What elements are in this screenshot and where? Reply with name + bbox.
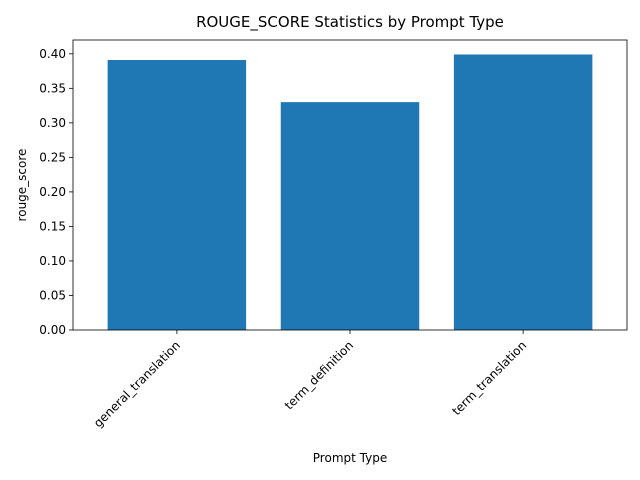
y-tick-label: 0.15 [39,219,66,233]
y-axis-label: rouge_score [15,149,29,222]
bar-general-translation [107,60,247,331]
axes-frame [72,39,628,331]
y-tick-label: 0.25 [39,150,66,164]
y-tick-label: 0.10 [39,254,66,268]
y-tick-label: 0.30 [39,116,66,130]
x-axis-label: Prompt Type [313,451,387,465]
x-tick-label: term_translation [449,338,529,418]
plot-area: 0.00 0.05 0.10 0.15 0.20 0.25 0.30 0.35 0.40 gene… [39,39,628,430]
y-tick-label: 0.20 [39,185,66,199]
chart-title: ROUGE_SCORE Statistics by Prompt Type [196,13,504,32]
y-tick-label: 0.35 [39,81,66,95]
y-tick-label: 0.00 [39,323,66,337]
y-tick-label: 0.05 [39,288,66,302]
x-tick-label: term_definition [282,338,356,412]
y-tick-label: 0.40 [39,47,66,61]
bar-term-translation [453,54,593,330]
bar-term-definition [280,102,420,330]
x-tick-label: general_translation [91,338,183,430]
